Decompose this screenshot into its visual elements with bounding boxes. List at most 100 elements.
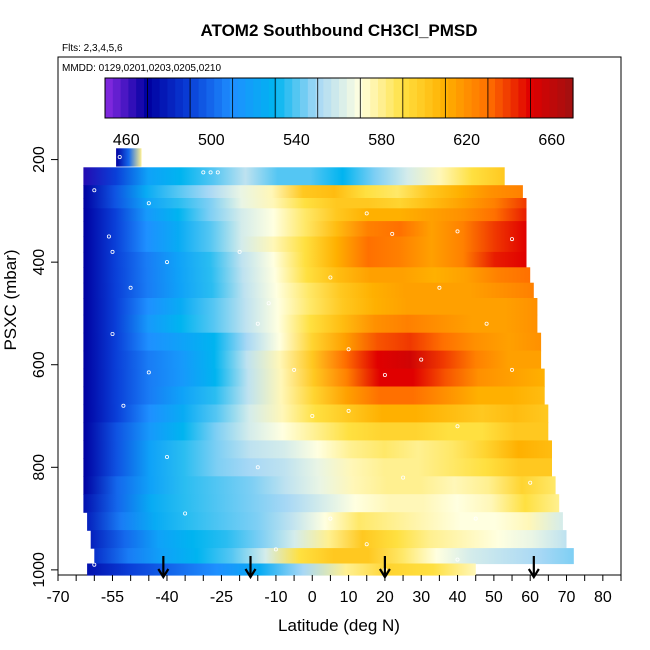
sample-point <box>146 370 151 375</box>
heatmap-band <box>83 314 538 334</box>
sample-point <box>528 480 533 485</box>
heatmap-band <box>83 251 527 268</box>
sample-point <box>328 516 333 521</box>
y-tick-label: 200 <box>31 146 48 173</box>
heatmap-band <box>83 404 549 424</box>
heatmap-band <box>83 298 538 316</box>
sample-point <box>455 424 460 429</box>
sample-point <box>266 301 271 306</box>
sample-point <box>328 275 333 280</box>
sample-point <box>255 465 260 470</box>
colorbar-tick-label: 580 <box>368 132 395 149</box>
sample-point <box>390 231 395 236</box>
sample-point <box>237 249 242 254</box>
heatmap-band <box>90 530 567 549</box>
sample-point <box>164 454 169 459</box>
sample-point <box>292 367 297 372</box>
sample-point <box>128 285 133 290</box>
y-axis-title: PSXC (mbar) <box>1 249 20 350</box>
heatmap-band <box>83 422 549 441</box>
heatmap-band <box>87 512 563 531</box>
y-tick-label: 600 <box>31 351 48 378</box>
flights-note: Flts: 2,3,4,5,6 <box>62 43 123 54</box>
heatmap-band <box>83 332 542 352</box>
heatmap-band <box>83 476 556 495</box>
heatmap-band <box>83 386 545 406</box>
x-tick-label: 80 <box>594 589 612 606</box>
heatmap-band <box>83 221 527 238</box>
sample-point <box>382 372 387 377</box>
y-tick-label: 1000 <box>31 552 48 588</box>
heatmap-band <box>83 185 523 199</box>
heatmap-band <box>83 167 505 186</box>
heatmap-layer <box>83 148 574 576</box>
x-tick-label: 70 <box>558 589 576 606</box>
heatmap-band <box>83 368 545 388</box>
x-tick-label: 60 <box>521 589 539 606</box>
sample-point <box>201 170 206 175</box>
sample-point <box>121 403 126 408</box>
latitude-arrow <box>244 556 257 580</box>
sample-point <box>183 511 188 516</box>
sample-point <box>273 547 278 552</box>
sample-point <box>509 237 514 242</box>
sample-point <box>310 413 315 418</box>
x-tick-label: 30 <box>412 589 430 606</box>
x-tick-label: -40 <box>155 589 178 606</box>
sample-point <box>346 347 351 352</box>
sample-point <box>255 321 260 326</box>
sample-point <box>208 170 213 175</box>
sample-point <box>364 542 369 547</box>
sample-point <box>455 557 460 562</box>
x-tick-label: 20 <box>376 589 394 606</box>
heatmap-band <box>83 236 527 253</box>
colorbar-tick-label: 460 <box>113 132 140 149</box>
x-tick-label: 40 <box>449 589 467 606</box>
sample-point <box>146 201 151 206</box>
x-tick-label: -70 <box>46 589 69 606</box>
sample-point <box>110 331 115 336</box>
colorbar: 460 500 540 580 620 660 <box>104 77 574 149</box>
sample-point <box>484 321 489 326</box>
latitude-arrow <box>157 556 170 580</box>
y-axis: 200 400 600 800 1000 <box>31 146 58 588</box>
y-tick-label: 400 <box>31 249 48 276</box>
dates-note: MMDD: 0129,0201,0203,0205,0210 <box>62 63 221 74</box>
sample-point <box>117 154 122 159</box>
heatmap-band <box>83 458 553 477</box>
sample-point <box>106 234 111 239</box>
colorbar-tick-label: 500 <box>198 132 225 149</box>
y-tick-label: 800 <box>31 454 48 481</box>
colorbar-tick-label: 540 <box>283 132 310 149</box>
x-tick-label: 10 <box>340 589 358 606</box>
sample-point <box>164 260 169 265</box>
heatmap-band <box>83 350 542 370</box>
colorbar-tick-label: 620 <box>453 132 480 149</box>
sample-points <box>92 154 533 572</box>
x-tick-label: 0 <box>308 589 317 606</box>
sample-point <box>92 188 97 193</box>
sample-point <box>364 211 369 216</box>
x-tick-label: 50 <box>485 589 503 606</box>
heatmap-band <box>83 267 531 284</box>
heatmap-band <box>83 282 534 299</box>
heatmap-band <box>87 563 476 576</box>
colorbar-tick-label: 660 <box>538 132 565 149</box>
sample-point <box>215 170 220 175</box>
sample-point <box>92 562 97 567</box>
chart-title: ATOM2 Southbound CH3Cl_PMSD <box>200 21 477 40</box>
heatmap-band <box>94 548 574 565</box>
heatmap-band <box>116 148 142 167</box>
sample-point <box>473 516 478 521</box>
heatmap-band <box>83 440 553 459</box>
x-axis-title: Latitude (deg N) <box>278 616 400 635</box>
heatmap-band <box>83 208 527 222</box>
x-tick-label: -10 <box>264 589 287 606</box>
sample-point <box>509 367 514 372</box>
x-tick-label: -55 <box>101 589 124 606</box>
sample-point <box>346 408 351 413</box>
sample-point <box>419 357 424 362</box>
sample-point <box>401 475 406 480</box>
heatmap-band <box>83 198 527 209</box>
